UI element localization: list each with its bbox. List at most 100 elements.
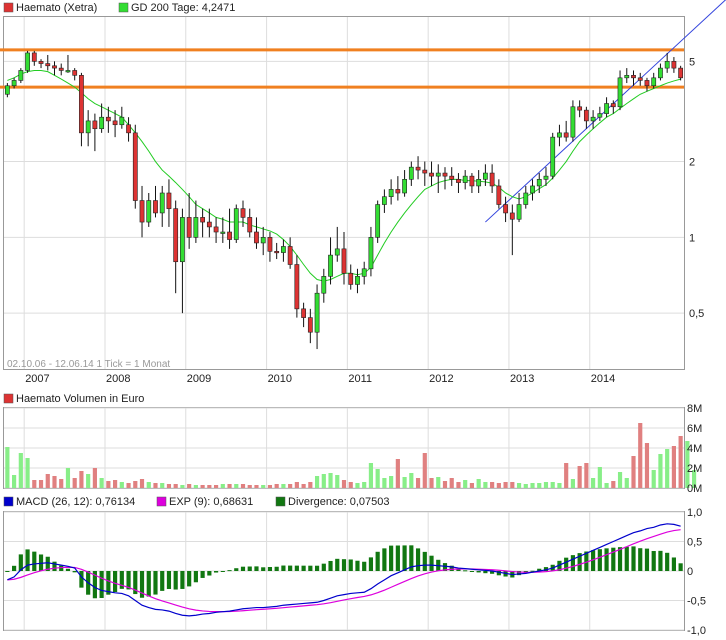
candle-down bbox=[112, 120, 118, 126]
divergence-bar bbox=[442, 563, 448, 571]
candle-up bbox=[590, 116, 596, 122]
volume-bar bbox=[604, 483, 609, 488]
divergence-bar bbox=[301, 565, 306, 571]
candle-down bbox=[415, 166, 421, 171]
divergence-bar bbox=[631, 546, 636, 571]
candle-down bbox=[139, 200, 145, 223]
volume-bar bbox=[133, 481, 138, 488]
candle-up bbox=[18, 70, 24, 81]
divergence-bar bbox=[651, 551, 656, 571]
volume-bar bbox=[483, 482, 488, 488]
candle-down bbox=[153, 200, 158, 214]
divergence-bar bbox=[335, 558, 340, 571]
volume-bar bbox=[665, 449, 670, 488]
x-tick-label: 2011 bbox=[348, 373, 372, 385]
volume-bar bbox=[463, 480, 468, 488]
divergence-bar bbox=[564, 557, 569, 571]
volume-bar bbox=[328, 473, 333, 488]
volume-bar bbox=[442, 481, 448, 488]
volume-bar bbox=[173, 484, 178, 488]
volume-bar bbox=[288, 484, 293, 488]
divergence-bar bbox=[341, 559, 347, 571]
divergence-bar bbox=[288, 565, 293, 571]
divergence-bar bbox=[207, 571, 212, 576]
candle-up bbox=[368, 237, 374, 270]
candle-down bbox=[503, 204, 508, 214]
volume-bar bbox=[409, 473, 414, 488]
candle-up bbox=[523, 192, 529, 205]
macd-y-tick-label: -1,0 bbox=[687, 625, 706, 637]
volume-bar bbox=[59, 479, 64, 488]
candle-down bbox=[274, 251, 280, 254]
divergence-bar bbox=[463, 570, 468, 572]
divergence-bar bbox=[32, 551, 37, 571]
divergence-legend-label: Divergence: 0,07503 bbox=[288, 496, 390, 508]
price-candles bbox=[4, 50, 684, 350]
volume-bar bbox=[389, 476, 394, 488]
candle-up bbox=[664, 61, 670, 69]
candle-up bbox=[25, 52, 30, 71]
divergence-bar bbox=[126, 571, 131, 590]
divergence-bar bbox=[72, 571, 77, 573]
date-range-note: 02.10.06 - 12.06.14 1 Tick = 1 Monat bbox=[7, 359, 170, 370]
volume-title: Haemato Volumen in Euro bbox=[16, 393, 144, 405]
candle-down bbox=[442, 172, 448, 177]
divergence-bar bbox=[469, 571, 475, 572]
divergence-bar bbox=[591, 550, 596, 571]
macd-legend-label: MACD (26, 12): 0,76134 bbox=[16, 496, 135, 508]
candle-up bbox=[476, 179, 482, 187]
volume-y-tick-label: 0M bbox=[687, 483, 702, 495]
volume-bar bbox=[187, 484, 192, 488]
volume-bar bbox=[220, 484, 225, 488]
volume-grid bbox=[4, 407, 684, 489]
candle-up bbox=[604, 103, 609, 114]
candle-up bbox=[233, 208, 239, 240]
volume-bar bbox=[335, 475, 340, 488]
candle-down bbox=[58, 67, 64, 71]
volume-bar bbox=[12, 475, 17, 488]
volume-bar bbox=[591, 478, 596, 488]
candle-down bbox=[267, 237, 273, 252]
candle-down bbox=[631, 75, 636, 79]
candle-down bbox=[496, 185, 502, 205]
volume-bar bbox=[402, 477, 407, 488]
volume-bar bbox=[180, 485, 185, 488]
candle-down bbox=[227, 231, 232, 240]
candle-down bbox=[132, 132, 138, 201]
x-tick-label: 2010 bbox=[268, 373, 292, 385]
price-panel: Haemato (Xetra) GD 200 Tage: 4,2471 0,5 1… bbox=[0, 0, 726, 385]
volume-bar bbox=[395, 459, 400, 488]
volume-bar bbox=[530, 483, 535, 488]
volume-bar bbox=[362, 482, 367, 488]
volume-bar bbox=[86, 474, 91, 488]
candle-down bbox=[240, 208, 246, 218]
candle-down bbox=[348, 272, 354, 285]
volume-bar bbox=[72, 478, 77, 488]
divergence-bar bbox=[328, 560, 333, 571]
candle-up bbox=[146, 200, 152, 223]
divergence-bar bbox=[644, 548, 650, 571]
divergence-bar bbox=[490, 571, 495, 574]
candle-down bbox=[456, 179, 461, 183]
volume-bar bbox=[631, 456, 636, 488]
macd-lines bbox=[7, 523, 681, 617]
candle-up bbox=[382, 196, 387, 205]
candle-down bbox=[577, 106, 583, 111]
volume-bar bbox=[503, 482, 508, 488]
divergence-bar bbox=[537, 568, 542, 571]
macd-line bbox=[7, 523, 681, 617]
divergence-bar bbox=[5, 571, 10, 572]
price-y-tick-label: 1 bbox=[689, 232, 695, 244]
candle-up bbox=[624, 75, 630, 79]
volume-y-tick-label: 8M bbox=[687, 403, 702, 415]
candle-up bbox=[516, 204, 522, 220]
divergence-bar bbox=[267, 567, 273, 571]
divergence-bar bbox=[65, 568, 71, 571]
price-legend-label-1: Haemato (Xetra) bbox=[16, 2, 97, 14]
candle-up bbox=[159, 192, 165, 214]
volume-bar bbox=[692, 470, 697, 488]
volume-bar bbox=[254, 485, 259, 488]
volume-bar bbox=[139, 479, 145, 488]
volume-bar bbox=[18, 453, 23, 488]
exp-line bbox=[7, 529, 681, 613]
